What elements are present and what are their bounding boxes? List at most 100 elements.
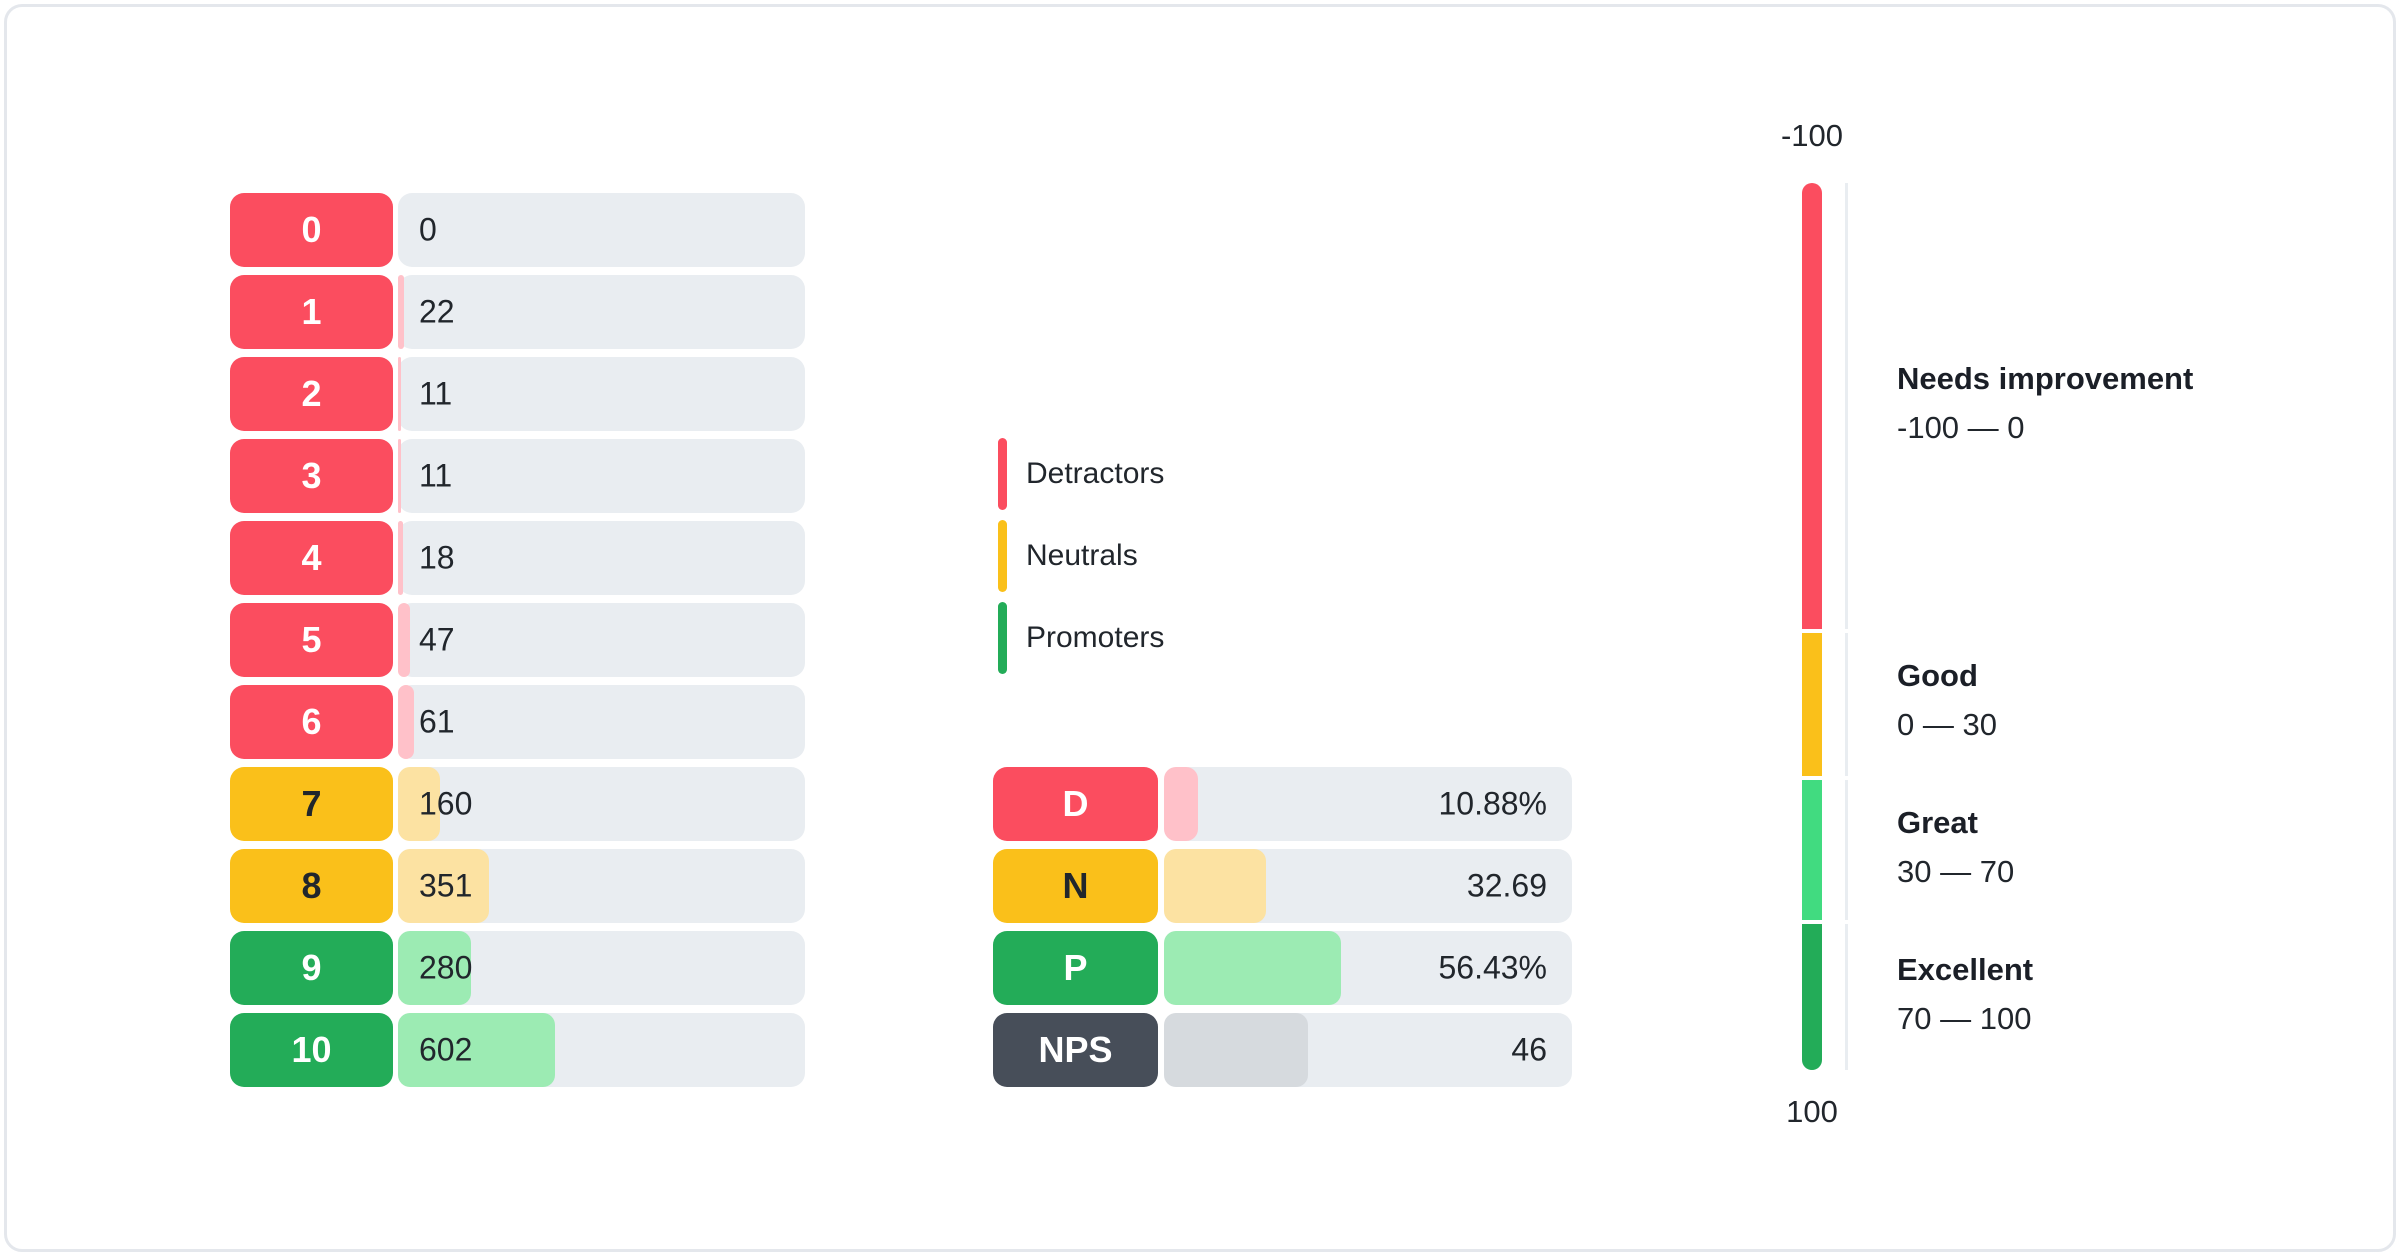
row-badge: D (993, 767, 1158, 841)
row-bar-fill (398, 1013, 555, 1087)
zone-title: Great (1897, 805, 1978, 840)
row-value-label: 280 (419, 949, 473, 986)
row-bar-fill (398, 931, 471, 1005)
row-badge: 1 (230, 275, 393, 349)
row-track: 0 (398, 193, 805, 267)
row-value-label: 11 (419, 375, 453, 412)
row-track: 47 (398, 603, 805, 677)
row-bar-fill (398, 767, 440, 841)
row-track: 351 (398, 849, 805, 923)
zone-title: Excellent (1897, 952, 2034, 987)
gauge-segment (1802, 183, 1822, 629)
row-badge: 6 (230, 685, 393, 759)
row-value-label: 160 (419, 785, 473, 822)
zone-range: 30 — 70 (1897, 854, 2015, 889)
score-distribution-chart: 0 0 1 22 2 11 3 11 4 18 5 (230, 193, 805, 1087)
gauge-min-label: 100 (1786, 1094, 1838, 1129)
row-track: 32.69 (1164, 849, 1572, 923)
legend-item: Detractors (998, 438, 1164, 510)
row-track: 160 (398, 767, 805, 841)
zone-title: Good (1897, 658, 1978, 693)
row-bar-fill (398, 685, 414, 759)
row-track: 56.43% (1164, 931, 1572, 1005)
row-badge: 10 (230, 1013, 393, 1087)
row-bar-fill (398, 849, 490, 923)
row-badge: 7 (230, 767, 393, 841)
legend-label: Neutrals (1026, 539, 1138, 572)
row-badge: N (993, 849, 1158, 923)
row-value-label: 46 (1511, 1031, 1547, 1068)
row-value-label: 61 (419, 703, 455, 740)
row-bar-fill (398, 521, 403, 595)
row-badge: 2 (230, 357, 393, 431)
row-track: 18 (398, 521, 805, 595)
row-badge: P (993, 931, 1158, 1005)
gauge-segment (1802, 633, 1822, 776)
chart-row: 3 11 (230, 439, 805, 513)
gauge-axis-segment (1845, 183, 1848, 629)
row-bar-fill (1164, 767, 1199, 841)
legend-swatch (998, 602, 1007, 674)
gauge-zone: Needs improvement -100 — 0 (1897, 360, 2357, 447)
row-track: 46 (1164, 1013, 1572, 1087)
chart-row: 8 351 (230, 849, 805, 923)
nps-summary-chart: D 10.88% N 32.69 P 56.43% NPS 46 (993, 767, 1572, 1087)
chart-row: 1 22 (230, 275, 805, 349)
row-value-label: 602 (419, 1031, 473, 1068)
row-track: 602 (398, 1013, 805, 1087)
gauge-axis-segment (1845, 780, 1848, 920)
legend-item: Neutrals (998, 520, 1164, 592)
legend: Detractors Neutrals Promoters (998, 438, 1164, 674)
row-value-label: 47 (419, 621, 455, 658)
chart-row: NPS 46 (993, 1013, 1572, 1087)
legend-swatch (998, 438, 1007, 510)
row-bar-fill (398, 603, 411, 677)
row-bar-fill (1164, 849, 1267, 923)
row-track: 22 (398, 275, 805, 349)
chart-row: 4 18 (230, 521, 805, 595)
gauge-max-label: -100 (1780, 118, 1844, 153)
row-badge: 9 (230, 931, 393, 1005)
row-value-label: 22 (419, 293, 455, 330)
row-bar-fill (398, 439, 401, 513)
row-value-label: 18 (419, 539, 455, 576)
row-value-label: 11 (419, 457, 453, 494)
gauge-zone: Great 30 — 70 (1897, 804, 2357, 891)
chart-row: D 10.88% (993, 767, 1572, 841)
row-badge: 4 (230, 521, 393, 595)
chart-row: 5 47 (230, 603, 805, 677)
zone-range: -100 — 0 (1897, 410, 2025, 445)
legend-label: Detractors (1026, 457, 1165, 490)
legend-label: Promoters (1026, 621, 1165, 654)
zone-range: 0 — 30 (1897, 707, 1997, 742)
row-badge: NPS (993, 1013, 1158, 1087)
legend-item: Promoters (998, 602, 1164, 674)
gauge-bar (1802, 183, 1822, 1070)
row-value-label: 56.43% (1438, 949, 1547, 986)
gauge-zone: Good 0 — 30 (1897, 657, 2357, 744)
row-track: 10.88% (1164, 767, 1572, 841)
row-value-label: 32.69 (1466, 867, 1547, 904)
row-value-label: 351 (419, 867, 473, 904)
row-bar-fill (398, 275, 404, 349)
gauge-axis-segment (1845, 924, 1848, 1070)
row-bar-fill (1164, 1013, 1308, 1087)
chart-row: 10 602 (230, 1013, 805, 1087)
chart-row: 0 0 (230, 193, 805, 267)
row-badge: 3 (230, 439, 393, 513)
row-bar-fill (1164, 931, 1341, 1005)
chart-row: 9 280 (230, 931, 805, 1005)
row-bar-fill (398, 357, 401, 431)
row-track: 11 (398, 357, 805, 431)
gauge-segment (1802, 780, 1822, 920)
row-track: 61 (398, 685, 805, 759)
gauge-axis-segment (1845, 633, 1848, 776)
row-value-label: 10.88% (1438, 785, 1547, 822)
chart-row: N 32.69 (993, 849, 1572, 923)
chart-row: P 56.43% (993, 931, 1572, 1005)
legend-swatch (998, 520, 1007, 592)
chart-row: 2 11 (230, 357, 805, 431)
row-value-label: 0 (419, 211, 437, 248)
zone-title: Needs improvement (1897, 361, 2194, 396)
chart-row: 7 160 (230, 767, 805, 841)
